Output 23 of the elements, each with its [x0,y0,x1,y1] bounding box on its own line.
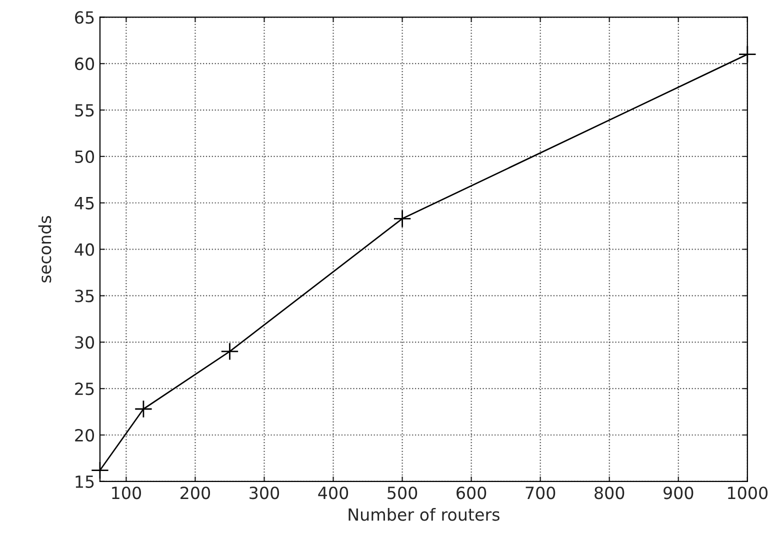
x-tick-label: 200 [180,486,210,500]
y-tick-label: 55 [75,104,94,117]
x-axis-title: Number of routers [348,508,500,521]
y-tick-label: 25 [75,382,94,396]
x-tick-label: 400 [318,486,348,500]
x-tick-label: 500 [388,486,418,500]
y-tick-label: 45 [74,197,94,210]
y-axis-title: seconds [38,216,52,282]
y-tick-label: 60 [75,58,94,70]
y-tick-label: 40 [74,243,94,256]
x-tick-label: 100 [112,486,141,500]
x-tick-label: 300 [250,486,280,500]
x-tick-label: 1000 [728,486,768,500]
y-tick-label: 30 [75,336,94,349]
y-tick-label: 35 [75,290,94,302]
x-tick-label: 800 [594,486,624,500]
y-tick-label: 20 [75,428,94,442]
y-tick-label: 15 [76,476,94,488]
x-tick-label: 700 [526,486,556,500]
x-tick-label: 600 [456,486,486,500]
y-tick-label: 50 [75,150,94,164]
x-tick-label: 900 [664,486,694,500]
y-tick-label: 65 [75,11,94,24]
